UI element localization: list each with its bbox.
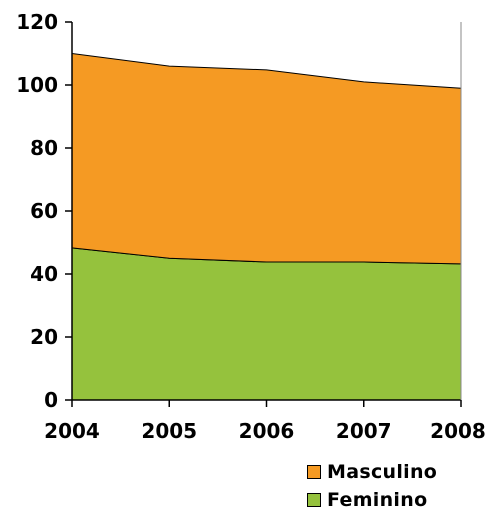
area-layer <box>71 52 462 401</box>
legend-label-masculino: Masculino <box>327 461 438 483</box>
area-masculino <box>71 52 462 265</box>
legend-label-feminino: Feminino <box>327 489 428 511</box>
x-tick-label: 2004 <box>44 419 100 443</box>
legend-swatch-feminino <box>307 493 321 507</box>
y-tick-label: 100 <box>16 73 58 97</box>
axes <box>65 21 462 407</box>
legend-item-masculino: Masculino <box>307 458 437 486</box>
area-feminino <box>71 247 462 401</box>
x-tick-label: 2006 <box>239 419 295 443</box>
x-tick-label: 2005 <box>141 419 197 443</box>
legend: Masculino Feminino <box>307 458 437 514</box>
y-tick-label: 60 <box>30 199 58 223</box>
y-tick-label: 80 <box>30 136 58 160</box>
y-tick-label: 20 <box>30 325 58 349</box>
legend-swatch-masculino <box>307 465 321 479</box>
y-tick-label: 120 <box>16 10 58 34</box>
x-tick-label: 2007 <box>336 419 392 443</box>
legend-item-feminino: Feminino <box>307 486 437 514</box>
x-tick-labels: 2004 2005 2006 2007 2008 <box>44 419 486 443</box>
y-tick-label: 40 <box>30 262 58 286</box>
y-tick-labels: 0 20 40 60 80 100 120 <box>16 10 58 412</box>
y-tick-label: 0 <box>44 388 58 412</box>
x-tick-label: 2008 <box>430 419 486 443</box>
